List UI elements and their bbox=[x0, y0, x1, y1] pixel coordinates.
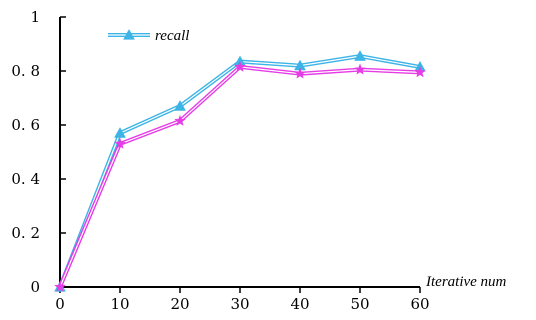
x-tick-label: 0 bbox=[55, 295, 65, 313]
x-tick-label: 60 bbox=[410, 295, 429, 313]
series-line bbox=[58, 64, 421, 288]
data-point bbox=[54, 280, 66, 293]
data-point bbox=[174, 114, 186, 126]
legend-label: recall bbox=[155, 28, 189, 44]
data-point bbox=[414, 66, 426, 78]
data-point bbox=[354, 63, 366, 75]
chart-series bbox=[54, 50, 426, 293]
series-2 bbox=[54, 60, 426, 293]
data-point bbox=[123, 28, 135, 40]
y-tick-label: 0. 2 bbox=[11, 224, 40, 242]
x-tick-label: 20 bbox=[170, 295, 189, 313]
data-point bbox=[174, 100, 186, 111]
series-line-core bbox=[59, 66, 421, 288]
data-point bbox=[114, 127, 126, 138]
data-point bbox=[354, 50, 366, 61]
data-point bbox=[294, 67, 306, 79]
chart-legend: recall bbox=[108, 28, 189, 44]
x-axis-title: Iterative num bbox=[425, 274, 507, 290]
chart-ticks: 00. 20. 40. 60. 810 10 20 30 40 50 60 bbox=[11, 8, 429, 313]
x-tick-label: 30 bbox=[230, 295, 249, 313]
series-line-core bbox=[59, 55, 421, 288]
data-point bbox=[114, 137, 126, 149]
series-line bbox=[58, 54, 421, 288]
y-tick-label: 0. 8 bbox=[11, 62, 40, 80]
x-tick-label: 10 bbox=[110, 295, 129, 313]
x-tick-label: 40 bbox=[290, 295, 309, 313]
y-tick-label: 0. 4 bbox=[11, 170, 40, 188]
data-point bbox=[234, 60, 246, 72]
x-tick-label: 50 bbox=[350, 295, 369, 313]
y-tick-label: 0 bbox=[30, 278, 40, 296]
y-tick-label: 1 bbox=[30, 8, 40, 26]
y-tick-label: 0. 6 bbox=[11, 116, 40, 134]
